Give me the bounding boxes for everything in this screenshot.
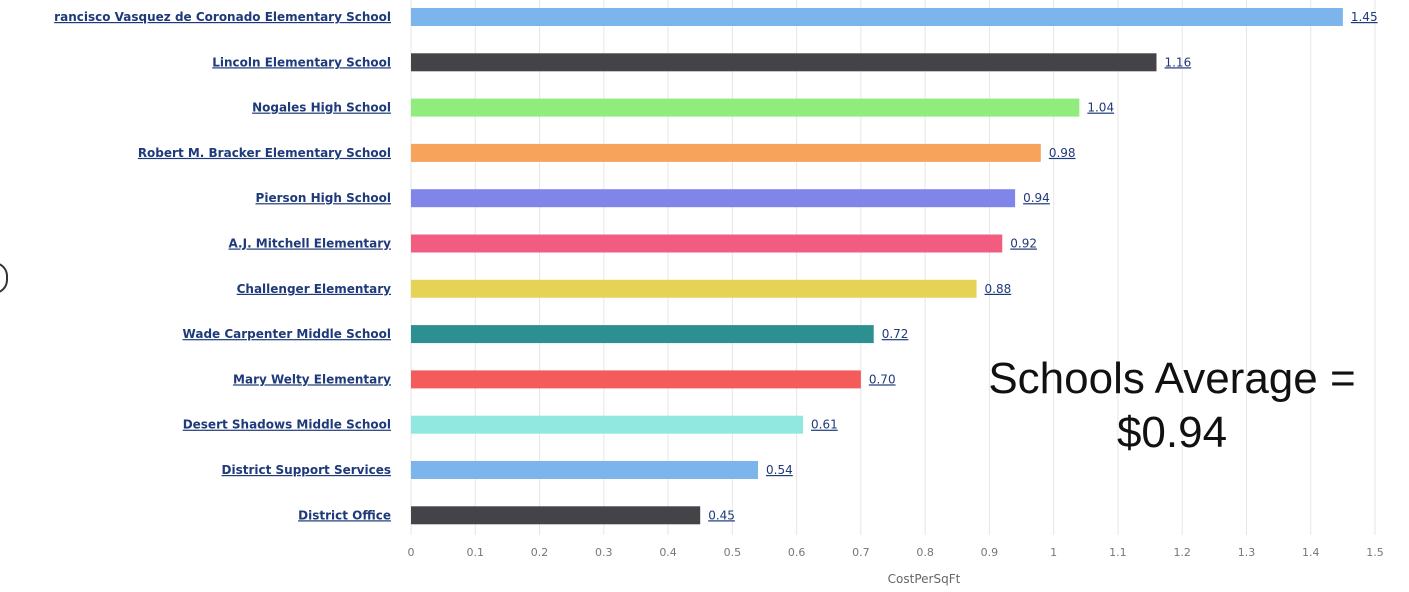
data-label: 1.45: [1351, 10, 1378, 24]
x-tick-label: 0.8: [916, 546, 934, 559]
bar: [411, 370, 861, 389]
bar: [411, 461, 759, 479]
data-label: 0.45: [708, 508, 735, 522]
average-annotation-value: $0.94: [1116, 408, 1228, 457]
x-tick-label: 0: [408, 546, 415, 559]
category-label: District Support Services: [222, 463, 391, 477]
category-label: rancisco Vasquez de Coronado Elementary …: [54, 10, 391, 24]
x-tick-label: 1.2: [1173, 546, 1191, 559]
category-label: Mary Welty Elementary: [233, 372, 391, 386]
data-label: 0.94: [1023, 191, 1050, 205]
bar: [411, 189, 1016, 208]
x-axis-ticks: 0 0.1 0.2 0.3 0.4 0.5 0.6 0.7 0.8 0.9 1 1.1 1.2 1.3 1.…: [408, 546, 1384, 559]
x-tick-label: 0.9: [981, 546, 999, 559]
bar: [411, 234, 1003, 253]
average-annotation-line1: Schools Average =: [988, 354, 1356, 403]
data-label: 0.92: [1010, 237, 1037, 251]
category-label: Lincoln Elementary School: [212, 55, 391, 69]
x-tick-label: 0.1: [467, 546, 485, 559]
bar: [411, 415, 804, 434]
bar: [411, 53, 1157, 72]
x-tick-label: 0.2: [531, 546, 549, 559]
x-tick-label: 0.3: [595, 546, 613, 559]
category-label: Pierson High School: [256, 191, 391, 205]
x-tick-label: 1.4: [1302, 546, 1320, 559]
x-tick-label: 0.6: [788, 546, 806, 559]
category-label: District Office: [298, 508, 391, 522]
data-label: 0.72: [882, 327, 909, 341]
data-label: 0.61: [811, 418, 838, 432]
data-label: 0.88: [985, 282, 1012, 296]
average-annotation: Schools Average = $0.94: [952, 352, 1392, 460]
data-label: 0.98: [1049, 146, 1076, 160]
bar: [411, 143, 1041, 162]
bar: [411, 98, 1080, 117]
value-labels: 1.45 1.16 1.04 0.98 0.94 0.92 0.88 0.72 0.70 0.61…: [708, 10, 1377, 522]
x-axis-title: CostPerSqFt: [888, 572, 961, 586]
category-label: Robert M. Bracker Elementary School: [138, 146, 391, 160]
bar: [411, 8, 1343, 26]
category-label: Challenger Elementary: [237, 282, 392, 296]
x-tick-label: 1.1: [1109, 546, 1127, 559]
data-label: 1.04: [1087, 101, 1114, 115]
x-tick-label: 1: [1050, 546, 1057, 559]
data-label: 0.70: [869, 372, 896, 386]
bar: [411, 279, 977, 298]
bar: [411, 325, 874, 344]
data-label: 0.54: [766, 463, 793, 477]
category-label: Nogales High School: [252, 101, 391, 115]
grid-lines: [410, 0, 1376, 535]
category-label: Desert Shadows Middle School: [183, 418, 391, 432]
x-tick-label: 0.5: [724, 546, 742, 559]
data-label: 1.16: [1164, 55, 1191, 69]
category-labels: rancisco Vasquez de Coronado Elementary …: [54, 10, 391, 522]
x-tick-label: 1.3: [1238, 546, 1256, 559]
bars: [411, 8, 1343, 525]
x-tick-label: 0.4: [659, 546, 677, 559]
category-label: Wade Carpenter Middle School: [183, 327, 391, 341]
category-label: A.J. Mitchell Elementary: [229, 237, 392, 251]
bar: [411, 506, 701, 525]
x-tick-label: 0.7: [852, 546, 870, 559]
x-tick-label: 1.5: [1366, 546, 1384, 559]
